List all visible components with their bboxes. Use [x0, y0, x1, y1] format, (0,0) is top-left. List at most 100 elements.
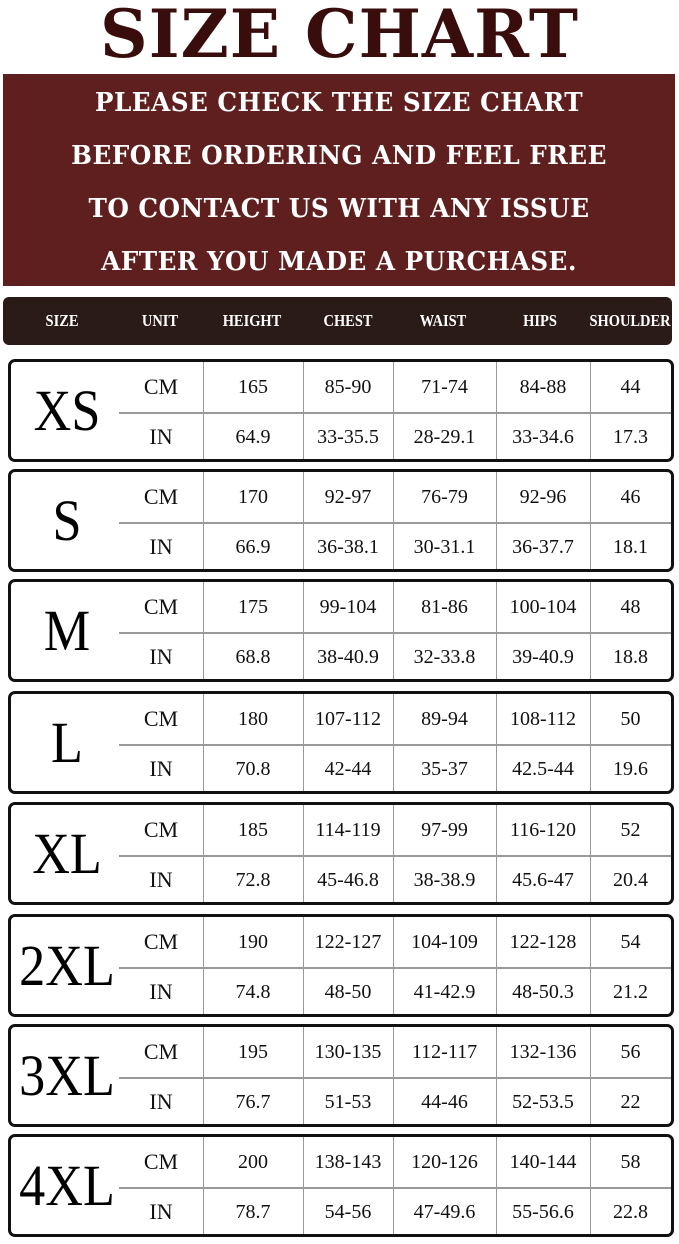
- size-label: 3XL: [19, 1043, 115, 1108]
- height-cell: 175: [238, 596, 268, 618]
- page-title: SIZE CHART: [100, 0, 579, 73]
- height-cell: 76.7: [235, 1091, 271, 1113]
- column-header-hips: HIPS: [523, 311, 557, 330]
- column-divider: [303, 362, 304, 459]
- shoulder-cell: 20.4: [613, 869, 648, 891]
- waist-cell: 35-37: [421, 758, 468, 780]
- notice-line: AFTER YOU MADE A PURCHASE.: [101, 247, 577, 277]
- chest-cell: 130-135: [314, 1041, 382, 1063]
- unit-cell: CM: [143, 706, 179, 731]
- column-divider: [590, 917, 591, 1014]
- waist-cell: 44-46: [421, 1091, 468, 1113]
- hips-cell: 116-120: [510, 819, 576, 841]
- column-divider: [496, 805, 497, 902]
- column-divider: [203, 472, 204, 569]
- column-divider: [203, 362, 204, 459]
- notice-line: TO CONTACT US WITH ANY ISSUE: [88, 194, 590, 224]
- hips-cell: 140-144: [509, 1151, 577, 1173]
- column-divider: [590, 694, 591, 791]
- height-cell: 200: [238, 1151, 268, 1173]
- column-divider: [590, 805, 591, 902]
- waist-cell: 71-74: [421, 376, 468, 398]
- unit-cell: IN: [149, 534, 173, 559]
- unit-cell: CM: [143, 1149, 179, 1174]
- size-group-4xl: 4XL CM 200 138-143 120-126 140-144 58 IN 78.7 54-…: [8, 1134, 674, 1237]
- shoulder-cell: 44: [620, 376, 641, 398]
- height-cell: 190: [238, 931, 268, 953]
- chest-cell: 92-97: [324, 486, 372, 508]
- waist-cell: 112-117: [411, 1041, 478, 1063]
- unit-cell: IN: [149, 756, 173, 781]
- column-header-unit: UNIT: [141, 311, 179, 330]
- chest-cell: 114-119: [315, 819, 381, 841]
- height-cell: 165: [238, 376, 268, 398]
- hips-cell: 55-56.6: [512, 1201, 574, 1223]
- size-group-m: M CM 175 99-104 81-86 100-104 48 IN 68.8 38-40.9 3…: [8, 579, 674, 682]
- size-group-l: L CM 180 107-112 89-94 108-112 50 IN 70.8 42-44 35…: [8, 691, 674, 794]
- column-divider: [496, 694, 497, 791]
- shoulder-cell: 18.1: [613, 536, 648, 558]
- size-label: M: [43, 598, 91, 663]
- unit-cell: IN: [149, 979, 173, 1004]
- column-divider: [303, 1027, 304, 1124]
- unit-cell: CM: [143, 929, 179, 954]
- column-divider: [496, 362, 497, 459]
- shoulder-cell: 19.6: [613, 758, 648, 780]
- column-divider: [203, 694, 204, 791]
- unit-cell: IN: [149, 1089, 173, 1114]
- chest-cell: 36-38.1: [317, 536, 379, 558]
- notice-banner: PLEASE CHECK THE SIZE CHART BEFORE ORDER…: [3, 74, 675, 286]
- waist-cell: 30-31.1: [413, 536, 476, 558]
- unit-cell: CM: [143, 817, 179, 842]
- height-cell: 72.8: [235, 869, 271, 891]
- shoulder-cell: 22: [620, 1091, 641, 1113]
- size-group-2xl: 2XL CM 190 122-127 104-109 122-128 54 IN 74.8 48-…: [8, 914, 674, 1017]
- chest-cell: 48-50: [324, 981, 372, 1003]
- hips-cell: 92-96: [519, 486, 567, 508]
- height-cell: 195: [238, 1041, 268, 1063]
- waist-cell: 47-49.6: [413, 1201, 476, 1223]
- row-divider: [119, 855, 671, 857]
- column-divider: [303, 917, 304, 1014]
- hips-cell: 42.5-44: [512, 758, 574, 780]
- column-divider: [303, 582, 304, 679]
- shoulder-cell: 17.3: [613, 426, 648, 448]
- column-divider: [203, 582, 204, 679]
- shoulder-cell: 46: [620, 486, 641, 508]
- row-divider: [119, 522, 671, 524]
- shoulder-cell: 54: [620, 931, 641, 953]
- hips-cell: 52-53.5: [512, 1091, 574, 1113]
- chest-cell: 45-46.8: [317, 869, 379, 891]
- row-divider: [119, 632, 671, 634]
- column-divider: [203, 917, 204, 1014]
- shoulder-cell: 18.8: [613, 646, 648, 668]
- chest-cell: 138-143: [314, 1151, 382, 1173]
- unit-cell: IN: [149, 867, 173, 892]
- column-divider: [303, 694, 304, 791]
- hips-cell: 108-112: [510, 708, 576, 730]
- column-header-size: SIZE: [45, 311, 79, 330]
- waist-cell: 38-38.9: [413, 869, 476, 891]
- hips-cell: 39-40.9: [512, 646, 574, 668]
- shoulder-cell: 56: [620, 1041, 641, 1063]
- row-divider: [119, 744, 671, 746]
- column-divider: [203, 1027, 204, 1124]
- height-cell: 64.9: [235, 426, 271, 448]
- shoulder-cell: 52: [620, 819, 641, 841]
- shoulder-cell: 48: [620, 596, 641, 618]
- column-divider: [496, 472, 497, 569]
- column-divider: [393, 917, 394, 1014]
- height-cell: 68.8: [235, 646, 271, 668]
- shoulder-cell: 58: [620, 1151, 641, 1173]
- size-label: L: [51, 710, 83, 775]
- unit-cell: IN: [149, 644, 173, 669]
- height-cell: 78.7: [235, 1201, 271, 1223]
- shoulder-cell: 50: [620, 708, 641, 730]
- waist-cell: 89-94: [421, 708, 468, 730]
- column-divider: [496, 1027, 497, 1124]
- hips-cell: 36-37.7: [512, 536, 574, 558]
- size-label: S: [52, 488, 82, 553]
- size-label: 2XL: [19, 933, 115, 998]
- column-divider: [393, 1027, 394, 1124]
- column-divider: [303, 472, 304, 569]
